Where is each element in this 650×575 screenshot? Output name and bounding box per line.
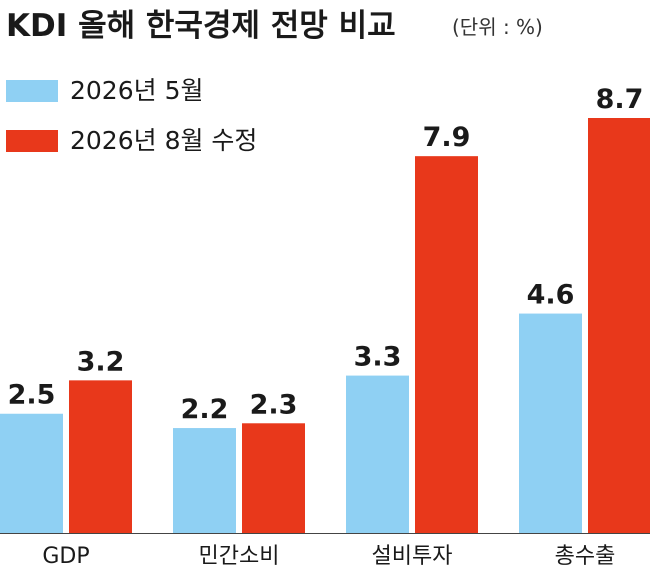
value-label-1-series-2: 3.2 bbox=[77, 346, 125, 377]
legend-label-2: 2026년 8월 수정 bbox=[70, 126, 257, 155]
bar-area bbox=[0, 118, 650, 534]
chart-unit-note: (단위 : %) bbox=[452, 15, 543, 39]
value-label-4-series-1: 4.6 bbox=[527, 280, 575, 311]
bar-4-series-2 bbox=[588, 118, 650, 533]
bar-1-series-1 bbox=[0, 413, 63, 533]
value-label-3-series-2: 7.9 bbox=[423, 122, 471, 153]
category-label-1: GDP bbox=[42, 544, 89, 569]
value-label-2-series-1: 2.2 bbox=[181, 394, 229, 425]
category-label-2: 민간소비 bbox=[199, 544, 280, 569]
value-labels: 2.5 3.2 2.2 2.3 3.3 7.9 4.6 8.7 bbox=[8, 84, 644, 425]
value-label-1-series-1: 2.5 bbox=[8, 380, 56, 411]
category-axis: GDP 민간소비 설비투자 총수출 bbox=[42, 544, 615, 569]
category-label-4: 총수출 bbox=[555, 544, 616, 569]
chart-title: KDI 올해 한국경제 전망 비교 (단위 : %) bbox=[6, 8, 543, 44]
bar-3-series-2 bbox=[415, 156, 478, 533]
chart-title-text: KDI 올해 한국경제 전망 비교 bbox=[6, 8, 396, 44]
bar-4-series-1 bbox=[519, 313, 582, 533]
legend-swatch-2 bbox=[6, 130, 58, 152]
legend-swatch-1 bbox=[6, 80, 58, 102]
bar-1-series-2 bbox=[69, 380, 132, 533]
value-label-3-series-1: 3.3 bbox=[354, 342, 402, 373]
bar-2-series-1 bbox=[173, 428, 236, 533]
value-label-2-series-2: 2.3 bbox=[250, 389, 298, 420]
value-label-4-series-2: 8.7 bbox=[596, 84, 644, 115]
legend-label-1: 2026년 5월 bbox=[70, 76, 203, 105]
category-label-3: 설비투자 bbox=[372, 544, 453, 569]
chart-legend: 2026년 5월 2026년 8월 수정 bbox=[6, 76, 257, 155]
bar-3-series-1 bbox=[346, 375, 409, 533]
bar-2-series-2 bbox=[242, 423, 305, 533]
